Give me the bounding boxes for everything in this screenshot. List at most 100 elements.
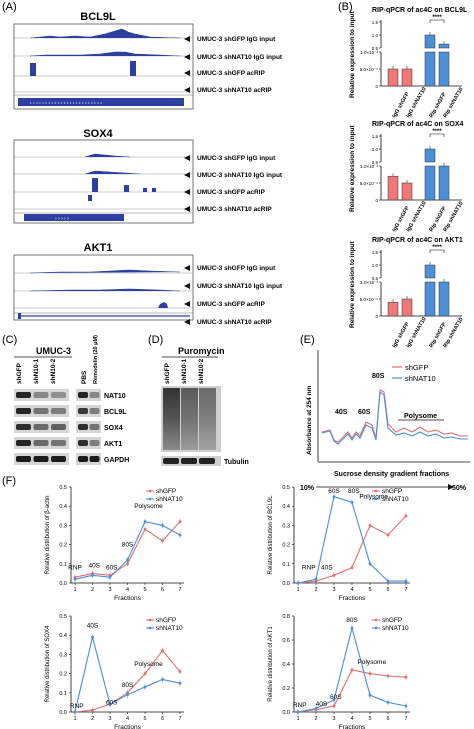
- signal-peak: [29, 288, 181, 292]
- protein-label: BCL9L: [104, 409, 127, 416]
- annotation: 80S: [372, 373, 385, 380]
- annotation: 60S: [358, 409, 371, 416]
- x-tick-label: 7: [404, 716, 407, 722]
- bar: [424, 148, 436, 163]
- protein-label: SOX4: [104, 425, 123, 432]
- blot-title: Puromycin: [178, 346, 225, 356]
- track-frame: [13, 254, 194, 321]
- track-label: UMUC-3 shGFP IgG input: [197, 36, 276, 43]
- annotation: RNP: [302, 565, 316, 572]
- panel-label-a: (A): [2, 1, 17, 13]
- legend-marker: [148, 618, 152, 622]
- y-tick-label: 0.5: [372, 160, 379, 165]
- track-label: UMUC-3 shGFP acRIP: [197, 70, 265, 77]
- signal-peak: [30, 63, 36, 76]
- x-axis-label: Fractions: [114, 724, 141, 729]
- svg-text:› › › › ›: › › › › ›: [55, 216, 69, 222]
- y-axis-label: Relative expression to input: [349, 10, 356, 98]
- x-axis-label: Fractions: [339, 724, 366, 729]
- bar: [387, 302, 399, 317]
- legend-label: shNAT10: [382, 496, 409, 503]
- y-tick-label: 1.0: [372, 147, 379, 152]
- annotation: RNP: [293, 702, 307, 709]
- y-tick-label: 1.0: [372, 263, 379, 268]
- y-tick-label: 1.0×10⁻³: [360, 164, 378, 169]
- band: [78, 440, 88, 446]
- track-block-bcl9l: BCL9L ‹ ‹ ‹ ‹ ‹ ‹ ‹ ‹ ‹ ‹ ‹ ‹ ‹ ‹ ‹ ‹ ‹ …: [13, 11, 283, 110]
- gene-title: AKT1: [84, 242, 113, 254]
- band: [33, 408, 49, 414]
- annotation: Polysome: [358, 659, 387, 666]
- y-tick-label: 0.6: [282, 638, 290, 644]
- x-tick-label: 7: [404, 587, 407, 593]
- band: [33, 424, 49, 430]
- x-tick-label: 5: [143, 716, 146, 722]
- track-label: UMUC-3 shNAT10 IgG input: [197, 283, 283, 290]
- annotation: 40S: [316, 701, 328, 708]
- legend-label: shGFP: [156, 617, 176, 624]
- y-tick-label: 0.3: [59, 523, 67, 529]
- y-tick-label: 0.5: [59, 485, 67, 491]
- band: [78, 408, 88, 414]
- legend-marker: [374, 497, 378, 501]
- gene-model: [24, 214, 124, 221]
- x-tick-label: 6: [161, 587, 164, 593]
- x-axis-label: Sucrose density gradient fractions: [334, 471, 449, 478]
- lane-label: Remodelin (20 μM): [93, 335, 99, 384]
- protein-label: NAT10: [104, 393, 126, 400]
- x-tick-label: 2: [314, 716, 317, 722]
- blot-title: UMUC-3: [36, 346, 71, 356]
- y-tick-label: 0.2: [59, 543, 67, 549]
- x-tick-label: Rip shNAT10: [443, 317, 465, 349]
- x-tick-label: Rip shNAT10: [443, 201, 465, 233]
- y-tick-label: 0.4: [59, 633, 67, 639]
- gene-title: BCL9L: [80, 11, 116, 23]
- legend-marker: [148, 626, 152, 630]
- x-axis-label: Fractions: [339, 595, 366, 602]
- band: [89, 456, 100, 462]
- arrow-icon: [184, 265, 190, 325]
- chart-title: RIP-qPCR of ac4C on AKT1: [372, 237, 463, 244]
- panel-label-d: (D): [148, 334, 163, 346]
- western-blot-d: Puromycin shGFP shN10-1 shN10-2 Tubulin: [161, 346, 249, 466]
- y-tick-label: 0: [375, 84, 378, 89]
- track-label: UMUC-3 shNAT10 acRIP: [197, 319, 272, 326]
- line-chart-f1: 0.0 0.1 0.2 0.3 0.4 0.5 1 2 3 4 5 6 7 Fractions Relati…: [45, 485, 184, 602]
- legend-label: shNAT10: [382, 625, 409, 632]
- significance-label: ****: [432, 129, 442, 135]
- bar: [424, 264, 436, 279]
- series-line-shgfp: [321, 389, 468, 443]
- lane-label: shGFP: [16, 362, 23, 384]
- track-frame: [13, 139, 194, 224]
- y-tick-label: 0.8: [282, 614, 290, 620]
- lane-label: shN10-1: [181, 358, 188, 384]
- y-tick-label: 1.5: [372, 134, 379, 139]
- y-axis-label: Relative distribution of β-actin: [45, 496, 51, 575]
- y-tick-label: 0: [375, 198, 378, 203]
- annotation: Polysome: [359, 494, 388, 501]
- band: [33, 440, 49, 446]
- legend-label: shNAT10: [405, 374, 436, 383]
- significance-label: ****: [432, 245, 442, 251]
- chart-title: RIP-qPCR of ac4C on SOX4: [372, 121, 464, 128]
- protein-label: Tubulin: [224, 459, 249, 466]
- track-block-sox4: SOX4 › › › › › UMUC-3 shGFP IgG input UM…: [13, 128, 283, 224]
- annotation: 80S: [346, 617, 358, 624]
- legend-label: shNAT10: [156, 625, 183, 632]
- annotation: 40S: [321, 565, 333, 572]
- lane-label: shGFP: [164, 362, 171, 384]
- chart-title: RIP-qPCR of ac4C on BCL9L: [372, 7, 468, 14]
- x-tick-label: 1: [73, 587, 76, 593]
- x-tick-label: 4: [350, 716, 353, 722]
- y-tick-label: 0.1: [59, 562, 67, 568]
- x-tick-label: 7: [178, 716, 181, 722]
- bar: [387, 175, 399, 201]
- annotation: 60S: [106, 565, 118, 572]
- legend-marker: [148, 497, 152, 501]
- legend-label: shGFP: [382, 488, 402, 495]
- band: [78, 456, 88, 462]
- y-tick-label: 1.5: [372, 20, 379, 25]
- series-line: [74, 520, 181, 580]
- x-tick-label: 2: [314, 587, 317, 593]
- band: [89, 392, 100, 398]
